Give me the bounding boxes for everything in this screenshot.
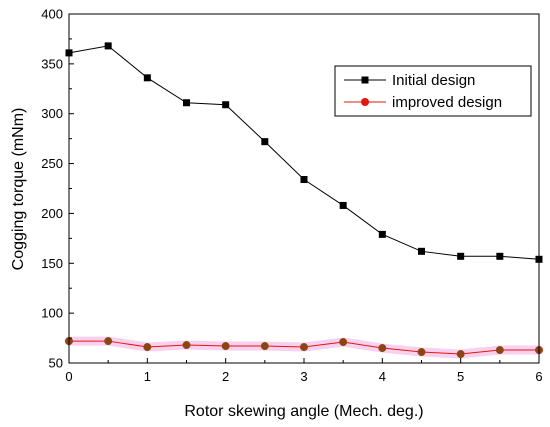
legend-marker	[361, 98, 369, 106]
legend: Initial design improved design	[334, 65, 532, 117]
data-point	[143, 74, 151, 82]
data-point	[378, 230, 386, 238]
x-tick-label: 0	[65, 369, 72, 384]
y-tick-label: 50	[49, 356, 63, 371]
legend-marker	[361, 76, 369, 84]
data-point	[260, 341, 269, 351]
data-point	[182, 341, 191, 350]
data-point	[222, 101, 230, 109]
data-point	[378, 343, 387, 353]
y-tick-label: 200	[41, 206, 63, 221]
x-axis: 0 1 2 3 4 5 6	[65, 358, 543, 384]
x-tick-label: 4	[379, 369, 386, 384]
data-point	[457, 252, 465, 260]
y-tick-label: 400	[41, 7, 63, 22]
x-tick-label: 3	[300, 369, 307, 384]
y-axis-label: Cogging torque (mNm)	[10, 108, 27, 271]
data-point	[299, 342, 309, 352]
y-tick-label: 350	[41, 56, 63, 71]
data-point	[261, 138, 269, 146]
data-point	[221, 341, 230, 351]
data-point	[300, 176, 308, 184]
data-point	[418, 247, 425, 255]
data-point	[339, 201, 347, 209]
y-axis: 50 100 150 200 250 300 350 400	[41, 7, 74, 371]
x-axis-label: Rotor skewing angle (Mech. deg.)	[184, 403, 423, 420]
data-point	[104, 337, 113, 346]
x-tick-label: 6	[535, 369, 542, 384]
y-tick-label: 300	[41, 106, 63, 121]
data-point	[495, 345, 504, 355]
x-tick-label: 2	[222, 369, 229, 384]
data-point	[104, 42, 112, 50]
y-tick-label: 250	[41, 156, 63, 171]
legend-label: improved design	[392, 94, 502, 111]
x-tick-label: 5	[457, 369, 464, 384]
y-tick-label: 100	[41, 306, 63, 321]
y-tick-label: 150	[41, 256, 63, 271]
data-point	[143, 342, 152, 352]
data-point	[339, 338, 348, 347]
data-point	[456, 349, 465, 359]
data-point	[417, 347, 426, 357]
data-point	[496, 252, 504, 260]
legend-box	[334, 65, 532, 117]
data-point	[183, 99, 190, 107]
legend-label: Initial design	[392, 72, 475, 89]
x-tick-label: 1	[144, 369, 151, 384]
